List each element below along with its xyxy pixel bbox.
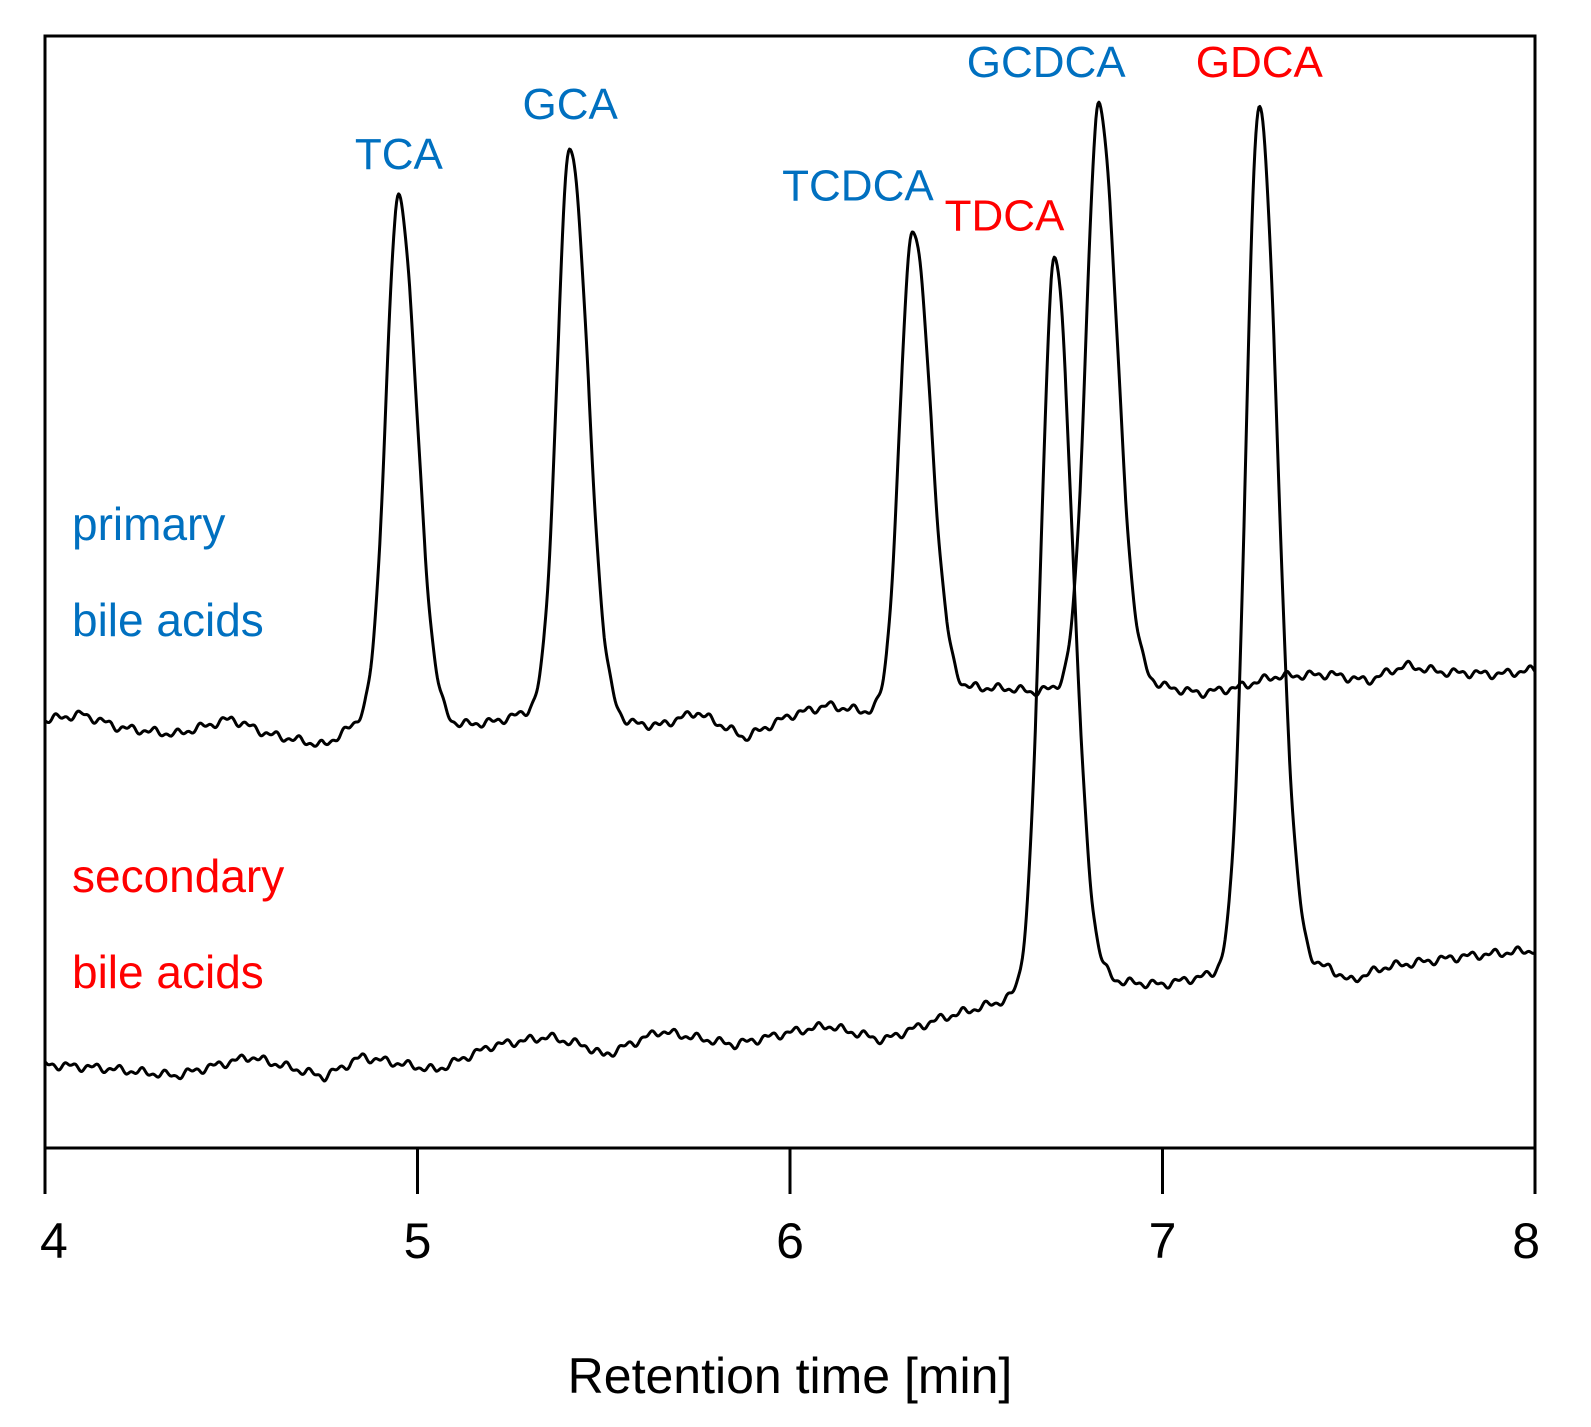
peak-label-gdca: GDCA: [1196, 38, 1324, 87]
peak-label-gcdca: GCDCA: [967, 38, 1127, 87]
trace-secondary: [43, 105, 1537, 1083]
series-label-secondary-line-1: secondary: [72, 850, 284, 902]
peak-labels: TCA GCA TCDCA GCDCA TDCA GDCA: [355, 38, 1324, 240]
peak-label-tcdca: TCDCA: [782, 161, 934, 210]
peak-label-tca: TCA: [355, 130, 444, 179]
series-label-secondary-line-2: bile acids: [72, 946, 264, 998]
x-tick-label-7: 7: [1149, 1213, 1177, 1269]
x-axis-title: Retention time [min]: [568, 1348, 1013, 1404]
peak-label-gca: GCA: [523, 80, 619, 129]
peak-label-tdca: TDCA: [945, 191, 1065, 240]
x-tick-label-5: 5: [404, 1213, 432, 1269]
series-label-primary-line-2: bile acids: [72, 594, 264, 646]
series-label-primary-line-1: primary: [72, 498, 225, 550]
x-tick-label-6: 6: [776, 1213, 804, 1269]
series-labels: primary bile acids secondary bile acids: [72, 498, 284, 998]
x-tick-label-4: 4: [40, 1213, 68, 1269]
x-axis-ticks: 4 5 6 7 8: [40, 1148, 1540, 1269]
x-tick-label-8: 8: [1512, 1213, 1540, 1269]
traces: [43, 100, 1537, 1083]
